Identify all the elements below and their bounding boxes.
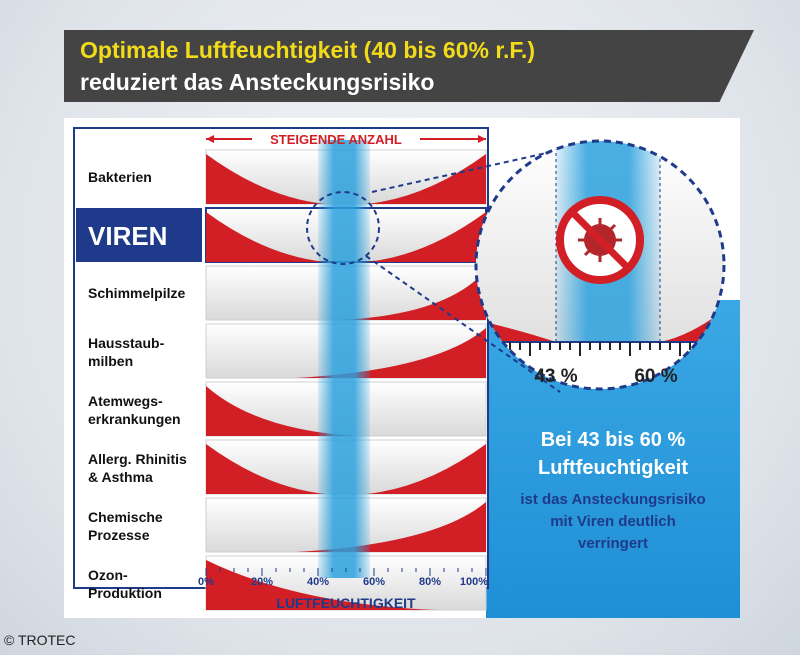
highlight-label-bg [76,208,202,262]
row-label: Schimmelpilze [88,285,185,301]
callout-line-5: verringert [578,535,648,552]
x-tick-label: 0% [198,576,214,588]
x-tick-label: 20% [251,576,273,588]
optimal-humidity-band [318,140,370,578]
risk-curve [206,212,486,262]
row-label: VIREN [88,221,167,251]
callout-line-3: ist das Ansteckungsrisiko [520,491,705,508]
risk-curve [206,560,436,610]
row-label-line-2: erkrankungen [88,411,181,427]
row-label: Chemische [88,509,163,525]
x-tick-label: 60% [363,576,385,588]
x-axis-ticks: 0% 20% 40% 60% 80% 100% [198,568,488,588]
risk-curve [296,502,486,552]
row-label-line-2: Prozesse [88,527,150,543]
risk-curve [206,386,356,436]
row-label: Bakterien [88,169,152,185]
virus-prohibited-icon [556,196,644,284]
row-label: Ozon- [88,567,128,583]
row-label: Hausstaub- [88,335,165,351]
row-label: Allerg. Rhinitis [88,451,187,467]
zoom-tick-60: 60 % [634,366,677,387]
title-line-2: reduziert das Ansteckungsrisiko [80,69,435,95]
copyright-credit: © TROTEC [4,632,76,648]
x-tick-label: 40% [307,576,329,588]
callout-line-1: Bei 43 bis 60 % [541,429,686,451]
risk-curve [296,328,486,378]
row-label-line-2: milben [88,353,133,369]
row-label-line-2: & Asthma [88,469,153,485]
magnifier-source-circle [306,191,380,265]
top-label: STEIGENDE ANZAHL [270,132,402,147]
magnifier-line-bottom [365,255,561,393]
title-line-1: Optimale Luftfeuchtigkeit (40 bis 60% r.… [80,37,535,63]
row-label-line-2: Produktion [88,585,162,601]
callout-line-4: mit Viren deutlich [550,513,676,530]
chart-row: VIREN [76,207,487,263]
callout-line-2: Luftfeuchtigkeit [538,457,688,479]
risk-curve [206,154,486,204]
zoom-tick-43: 43 % [534,366,577,387]
risk-curve [336,270,486,320]
x-tick-label: 100% [460,576,488,588]
increasing-arrow [206,135,486,143]
x-tick-label: 80% [419,576,441,588]
title-banner: Optimale Luftfeuchtigkeit (40 bis 60% r.… [64,30,754,102]
row-label: Atemwegs- [88,393,163,409]
x-axis-label: LUFTFEUCHTIGKEIT [276,595,416,611]
risk-curve [206,444,486,494]
